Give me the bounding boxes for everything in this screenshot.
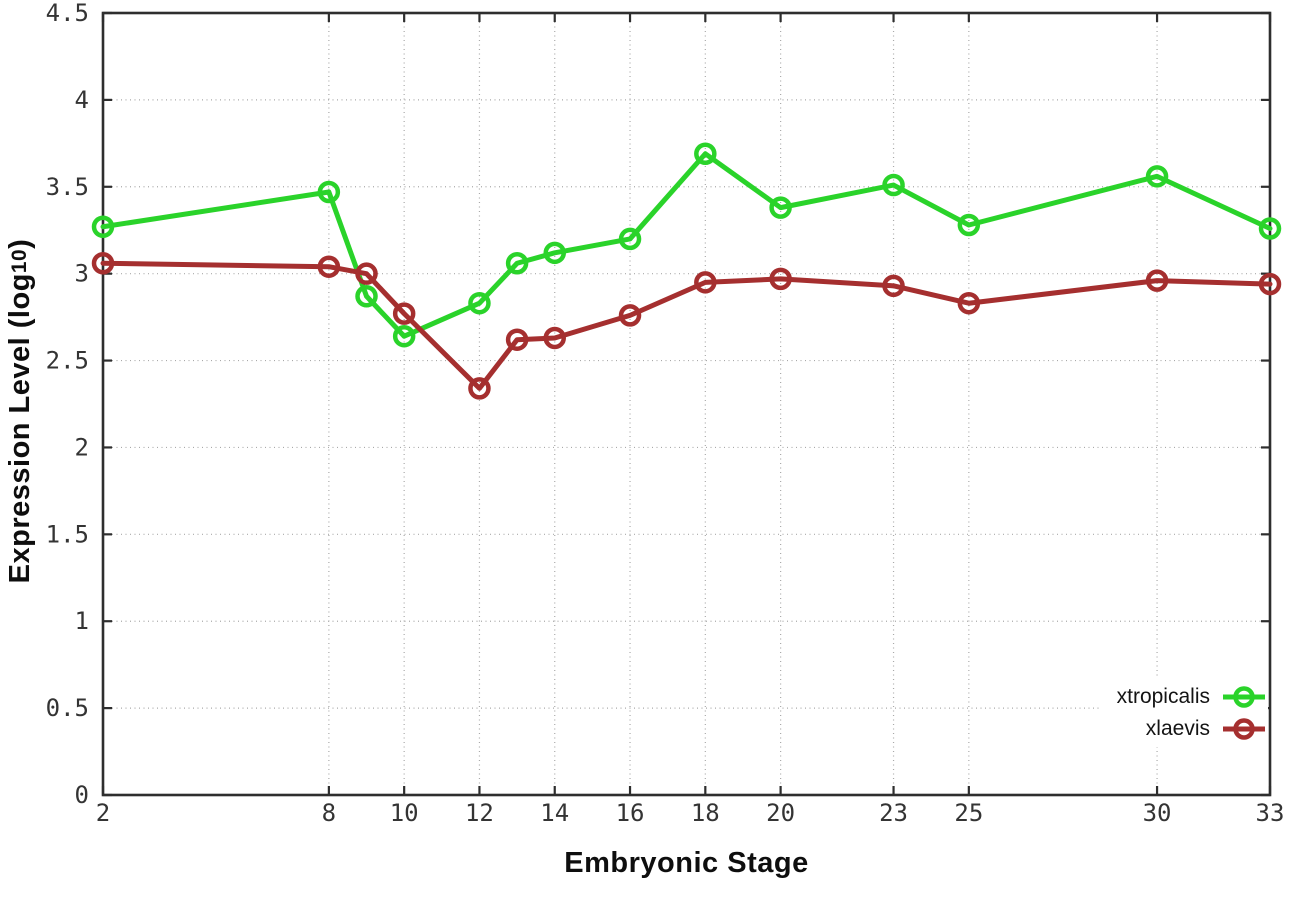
x-tick-label: 14: [540, 799, 569, 827]
data-point-xlaevis: [882, 274, 905, 298]
x-tick-label: 8: [322, 799, 336, 827]
x-tick-label: 23: [879, 799, 908, 827]
y-tick-label: 3.5: [46, 173, 89, 201]
y-tick-label: 1: [75, 607, 89, 635]
data-point-xtropicalis: [1258, 217, 1282, 240]
legend: xtropicalis xlaevis: [1098, 679, 1268, 747]
y-tick-label: 0.5: [46, 694, 89, 722]
data-point-xlaevis: [957, 291, 981, 315]
data-point-xtropicalis: [392, 324, 416, 348]
data-point-xtropicalis: [505, 251, 529, 275]
data-point-xtropicalis: [769, 196, 792, 219]
legend-marker-xlaevis-icon: [1223, 718, 1265, 740]
data-point-xtropicalis: [1145, 165, 1169, 188]
x-tick-label: 2: [96, 799, 110, 827]
y-axis-title-suffix: ): [3, 238, 36, 249]
data-point-xlaevis: [543, 326, 566, 350]
y-tick-label: 1.5: [46, 520, 89, 548]
legend-label-xtropicalis: xtropicalis: [1116, 685, 1210, 708]
data-point-xlaevis: [355, 262, 378, 285]
data-point-xlaevis: [1145, 269, 1169, 292]
data-point-xtropicalis: [694, 142, 717, 166]
y-tick-label: 2: [75, 433, 89, 461]
data-point-xtropicalis: [618, 227, 642, 251]
data-point-xtropicalis: [957, 213, 981, 237]
data-point-xlaevis: [769, 267, 792, 291]
x-tick-label: 33: [1256, 799, 1285, 827]
y-tick-label: 2.5: [46, 347, 89, 375]
data-point-xlaevis: [91, 251, 115, 275]
data-point-xtropicalis: [317, 180, 341, 204]
x-tick-label: 30: [1143, 799, 1172, 827]
data-point-xlaevis: [505, 328, 529, 351]
legend-label-xlaevis: xlaevis: [1145, 717, 1210, 740]
data-point-xlaevis: [694, 271, 717, 294]
y-axis-title-text: Expression Level (log: [3, 273, 36, 584]
legend-item-xtropicalis: xtropicalis: [1117, 681, 1266, 713]
data-point-xlaevis: [392, 302, 416, 325]
data-point-xlaevis: [1258, 272, 1282, 296]
data-point-xtropicalis: [543, 241, 566, 265]
x-tick-label: 12: [465, 799, 494, 827]
x-tick-label: 10: [390, 799, 419, 827]
x-tick-label: 16: [616, 799, 645, 827]
plot-border: [101, 11, 1272, 797]
data-point-xtropicalis: [468, 291, 491, 315]
y-tick-label: 0: [75, 781, 89, 809]
data-point-xtropicalis: [882, 173, 905, 197]
series-line-xtropicalis: [100, 151, 1273, 339]
y-tick-label: 4: [75, 86, 89, 114]
x-tick-label: 25: [954, 799, 983, 827]
y-tick-label: 3: [75, 260, 89, 288]
data-point-xtropicalis: [91, 215, 115, 238]
x-tick-label: 20: [766, 799, 795, 827]
data-point-xlaevis: [468, 377, 491, 400]
data-point-xtropicalis: [355, 285, 378, 308]
data-point-xlaevis: [618, 304, 642, 327]
data-point-xlaevis: [317, 255, 341, 278]
legend-item-xlaevis: xlaevis: [1117, 713, 1266, 745]
y-axis-title: Expression Level (log 10): [3, 238, 36, 584]
x-tick-label: 18: [691, 799, 720, 827]
y-tick-label: 4.5: [46, 0, 89, 27]
x-axis-title: Embryonic Stage: [564, 847, 809, 879]
legend-marker-xtropicalis-icon: [1223, 686, 1265, 708]
series-line-xlaevis: [100, 260, 1273, 391]
